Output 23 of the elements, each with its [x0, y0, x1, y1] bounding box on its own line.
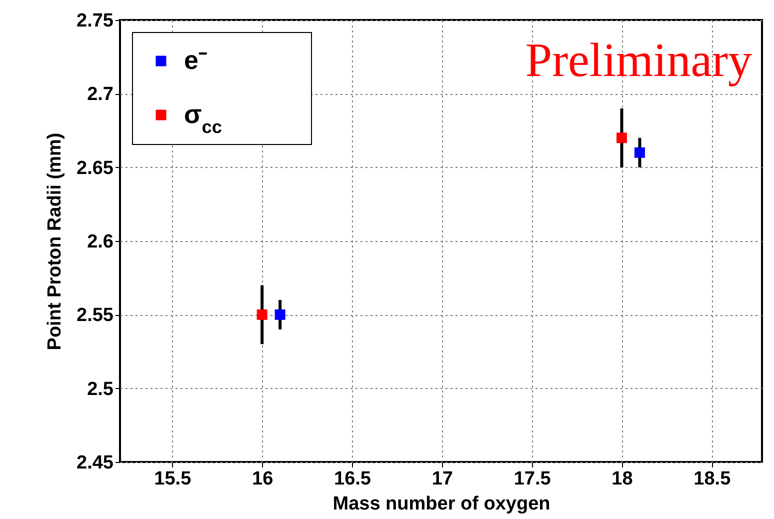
y-tick-label: 2.7	[87, 84, 114, 106]
x-tick-label: 15.5	[154, 468, 192, 490]
x-tick-label: 16	[252, 468, 274, 490]
point	[256, 309, 268, 320]
point	[274, 309, 286, 320]
x-axis-title: Mass number of oxygen	[332, 494, 550, 514]
y-tick-label: 2.45	[76, 452, 114, 474]
x-tick-label: 17	[432, 468, 453, 490]
y-tick-label: 2.65	[76, 158, 114, 179]
y-axis-title: Point Proton Radii (mm)	[44, 132, 66, 350]
x-tick-label: 16.5	[334, 468, 372, 490]
y-tick-label: 2.6	[87, 232, 114, 252]
x-tick-label: 18.5	[694, 468, 732, 490]
annotation: Preliminary	[525, 34, 752, 87]
legend-label: σ$_{cc}$	[184, 99, 222, 137]
point	[616, 132, 627, 144]
legend-label: e⁻	[184, 45, 208, 75]
x-tick-label: 18	[612, 468, 633, 490]
point	[634, 147, 645, 158]
y-tick-label: 2.5	[87, 378, 114, 400]
x-tick-label: 17.5	[514, 468, 552, 490]
y-tick-label: 2.75	[76, 10, 114, 32]
y-tick-label: 2.55	[76, 305, 114, 326]
